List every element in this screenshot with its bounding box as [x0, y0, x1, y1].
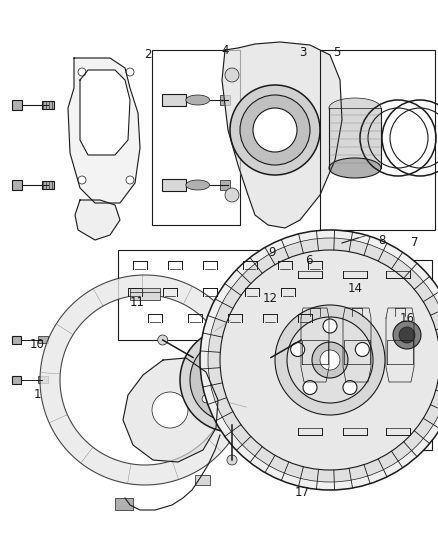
Ellipse shape [186, 180, 210, 190]
Circle shape [225, 188, 239, 202]
Bar [42, 181, 54, 189]
Polygon shape [387, 340, 413, 364]
Bar [329, 108, 381, 168]
Polygon shape [301, 308, 329, 382]
Circle shape [180, 328, 284, 432]
Text: 1: 1 [33, 389, 41, 401]
Bar [118, 250, 340, 340]
Circle shape [291, 343, 305, 357]
Bar [162, 94, 186, 106]
Ellipse shape [353, 235, 363, 241]
Circle shape [343, 381, 357, 394]
Polygon shape [344, 340, 370, 364]
Bar [38, 336, 48, 343]
Circle shape [227, 455, 237, 465]
Polygon shape [123, 358, 218, 462]
Bar [12, 100, 22, 110]
Bar [290, 260, 432, 450]
Bar [12, 180, 22, 190]
Polygon shape [343, 308, 371, 382]
Text: 7: 7 [411, 237, 419, 249]
Circle shape [202, 395, 210, 403]
Circle shape [323, 319, 337, 333]
Circle shape [152, 392, 188, 428]
Circle shape [320, 350, 340, 370]
Circle shape [190, 338, 274, 422]
Circle shape [303, 381, 317, 394]
Circle shape [214, 362, 250, 398]
Bar [152, 50, 240, 225]
Circle shape [158, 335, 168, 345]
Circle shape [225, 68, 239, 82]
Text: 16: 16 [399, 311, 414, 325]
Bar [195, 475, 210, 485]
Bar [38, 376, 48, 383]
Bar [130, 288, 160, 300]
Text: 14: 14 [347, 281, 363, 295]
Polygon shape [302, 340, 328, 364]
Circle shape [78, 68, 86, 76]
Bar [162, 179, 186, 191]
Circle shape [208, 238, 438, 482]
Polygon shape [75, 200, 120, 240]
Circle shape [275, 305, 385, 415]
Circle shape [287, 317, 373, 403]
Circle shape [230, 85, 320, 175]
Text: 5: 5 [334, 45, 341, 59]
Text: 4: 4 [222, 44, 230, 56]
Circle shape [238, 345, 246, 353]
Text: 8: 8 [378, 233, 386, 246]
Circle shape [220, 250, 438, 470]
Text: 6: 6 [305, 254, 313, 266]
Polygon shape [40, 275, 248, 485]
Circle shape [393, 321, 421, 349]
Ellipse shape [329, 158, 381, 178]
Circle shape [260, 376, 268, 384]
Circle shape [202, 357, 210, 365]
Bar [115, 498, 133, 510]
Text: 3: 3 [299, 45, 307, 59]
Circle shape [238, 407, 246, 415]
Circle shape [126, 176, 134, 184]
Text: 10: 10 [29, 338, 44, 351]
Bar [12, 336, 21, 344]
Circle shape [253, 108, 297, 152]
Text: 2: 2 [144, 49, 152, 61]
Bar [12, 376, 21, 384]
Circle shape [296, 335, 306, 345]
Text: 9: 9 [268, 246, 276, 260]
Polygon shape [68, 58, 140, 203]
Bar [220, 180, 230, 190]
Text: 12: 12 [262, 292, 278, 304]
Circle shape [224, 372, 240, 388]
Polygon shape [222, 42, 342, 228]
Circle shape [78, 176, 86, 184]
Polygon shape [80, 70, 130, 155]
Circle shape [126, 68, 134, 76]
Circle shape [326, 234, 338, 246]
Text: 17: 17 [294, 486, 310, 498]
Circle shape [240, 95, 310, 165]
Bar [42, 101, 54, 109]
Polygon shape [386, 308, 414, 382]
Circle shape [355, 343, 369, 357]
Bar [220, 95, 230, 105]
Ellipse shape [329, 98, 381, 118]
Text: 11: 11 [130, 295, 145, 309]
Circle shape [204, 352, 260, 408]
Ellipse shape [186, 95, 210, 105]
Bar [320, 50, 435, 230]
Circle shape [200, 230, 438, 490]
Circle shape [312, 342, 348, 378]
Circle shape [399, 327, 415, 343]
